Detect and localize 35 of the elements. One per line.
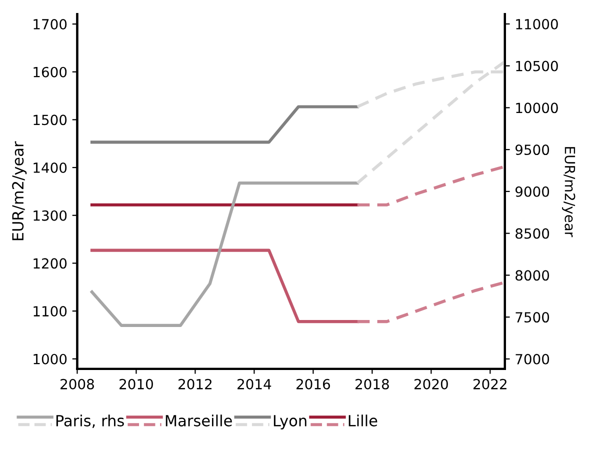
y2-tick-label: 8500: [516, 228, 550, 239]
y2-tick-label: 9500: [515, 144, 550, 156]
line-series: [356, 165, 505, 206]
x-tick-label: 2016: [296, 378, 330, 390]
y2-tick-label: 10500: [516, 60, 558, 72]
y2-tick-label: 7000: [516, 354, 550, 364]
y2-tick-label: 7500: [516, 312, 550, 323]
y2-tick-label: 11000: [516, 18, 558, 30]
y-axis-title: EUR/m2/year: [12, 141, 27, 240]
y-tick-label: 1700: [34, 18, 67, 30]
x-tick-label: 2020: [414, 378, 448, 390]
legend-label: Lille: [348, 414, 378, 426]
x-tick-label: 2022: [473, 378, 506, 390]
y-tick-label: 1400: [34, 162, 67, 174]
x-tick-label: 2012: [178, 378, 212, 390]
x-tick-label: 2010: [120, 378, 153, 390]
y-tick-label: 1000: [34, 354, 67, 364]
y-tick-label: 1500: [34, 114, 67, 126]
x-tick-label: 2014: [238, 378, 272, 390]
legend-label: Lyon: [274, 415, 306, 430]
line-series: [356, 60, 505, 185]
line-series: [90, 182, 359, 327]
y2-tick-label: 10000: [516, 102, 558, 114]
y2-tick-label: 8000: [516, 270, 550, 281]
y2-axis-title: EUR/m2/year: [562, 147, 576, 238]
legend-label: Marseille: [166, 414, 232, 426]
y2-tick-label: 9000: [515, 186, 550, 197]
legend-label: Paris, rhs: [56, 414, 124, 428]
x-tick-label: 2018: [356, 378, 389, 390]
y-tick-label: 1600: [34, 66, 67, 78]
x-tick-label: 2008: [60, 378, 94, 390]
y-tick-label: 1200: [34, 258, 67, 269]
y-tick-label: 1300: [34, 210, 67, 221]
y-tick-label: 1100: [34, 306, 67, 317]
line-series: [356, 280, 505, 324]
